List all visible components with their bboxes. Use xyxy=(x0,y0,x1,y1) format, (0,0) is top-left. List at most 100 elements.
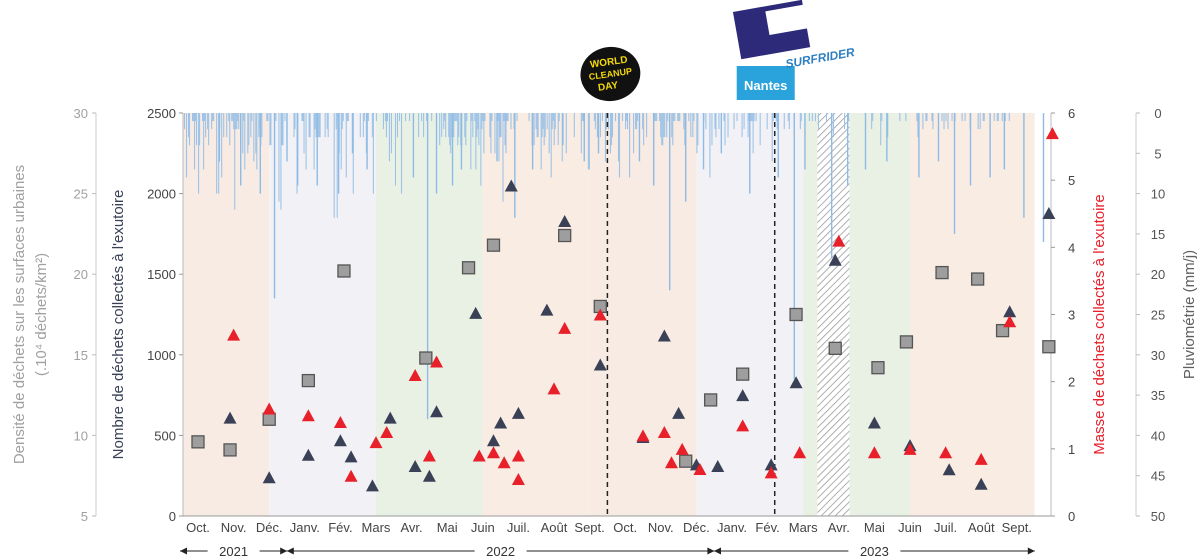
count-triangle xyxy=(365,479,379,492)
count-triangle xyxy=(593,358,607,371)
count-triangle xyxy=(383,411,397,424)
square-point xyxy=(301,373,316,388)
count-triangle xyxy=(333,434,347,447)
month-label: Déc. xyxy=(683,520,710,535)
y-left-outer-title: Densité de déchets sur les surfaces urba… xyxy=(11,165,28,464)
y-right-outer-tick-label: 20 xyxy=(1151,267,1165,282)
count-triangle xyxy=(711,460,725,473)
count-triangle xyxy=(672,406,686,419)
y-left-outer-tick-label: 25 xyxy=(74,187,88,202)
y-left-inner-title: Nombre de déchets collectés à l'exutoire xyxy=(110,190,127,460)
y-right-outer-tick-label: 50 xyxy=(1151,509,1165,524)
month-label: Mai xyxy=(437,520,458,535)
square-point xyxy=(995,323,1010,338)
month-label: Août xyxy=(541,520,568,535)
count-triangle xyxy=(430,405,444,418)
month-label: Juin xyxy=(898,520,922,535)
y-right-inner-tick-label: 4 xyxy=(1068,240,1075,255)
count-triangle xyxy=(486,434,500,447)
logo-card xyxy=(765,3,813,35)
mass-triangle xyxy=(333,415,347,428)
mass-triangle xyxy=(262,402,276,415)
logo-text: DAY xyxy=(597,80,619,94)
mass-triangle xyxy=(764,466,778,479)
count-triangle xyxy=(867,416,881,429)
month-label: Avr. xyxy=(401,520,423,535)
y-left-outer-tick-label: 20 xyxy=(74,267,88,282)
count-triangle xyxy=(1003,305,1017,318)
y-right-outer-tick-label: 35 xyxy=(1151,388,1165,403)
count-triangle xyxy=(1042,206,1056,219)
event-lines xyxy=(606,113,776,516)
mass-triangle xyxy=(380,426,394,439)
y-left-inner-tick-label: 1000 xyxy=(147,348,176,363)
count-triangle xyxy=(558,215,572,228)
count-triangle xyxy=(540,303,554,316)
count-triangle xyxy=(422,469,436,482)
mass-triangle xyxy=(657,426,671,439)
count-triangle xyxy=(828,253,842,266)
square-point xyxy=(703,393,718,407)
y-right-outer-tick-label: 25 xyxy=(1151,308,1165,323)
year-label: 2022 xyxy=(486,544,515,559)
mass-triangle xyxy=(422,449,436,462)
y-right-outer-tick-label: 0 xyxy=(1154,106,1161,121)
y-left-inner-tick-label: 2000 xyxy=(147,187,176,202)
year-label: 2021 xyxy=(219,544,248,559)
mass-triangle xyxy=(547,382,561,395)
month-label: Janv. xyxy=(717,520,747,535)
y-left-outer-tick-label: 5 xyxy=(81,509,88,524)
mass-triangle xyxy=(1045,127,1059,140)
square-point xyxy=(935,265,949,280)
year-arrow-head xyxy=(1027,547,1035,555)
y-right-outer-tick-label: 5 xyxy=(1154,146,1161,161)
square-point xyxy=(191,435,205,449)
year-arrow-head xyxy=(714,547,721,555)
square-point xyxy=(871,361,885,375)
mass-triangle xyxy=(497,456,511,469)
hatched-period xyxy=(817,113,850,516)
month-label: Août xyxy=(968,520,995,535)
square-point xyxy=(223,443,237,457)
square-point xyxy=(789,307,803,322)
year-arrow-head xyxy=(280,547,288,555)
count-triangle xyxy=(344,450,358,463)
square-point xyxy=(262,412,276,426)
mass-triangle xyxy=(974,452,988,465)
mass-triangle xyxy=(1003,315,1017,328)
count-triangle xyxy=(301,448,315,461)
square-point xyxy=(1042,340,1056,354)
y-right-inner-tick-label: 5 xyxy=(1068,173,1075,188)
count-triangle xyxy=(504,179,518,192)
y-left-inner-tick-label: 0 xyxy=(169,509,176,524)
season-band-2 xyxy=(376,113,483,516)
count-triangle xyxy=(262,471,276,484)
mass-triangle xyxy=(227,328,241,341)
square-point xyxy=(337,264,351,278)
square-point xyxy=(970,272,985,286)
y-left-inner-tick-label: 2500 xyxy=(147,106,176,121)
month-label: Mars xyxy=(789,520,818,535)
month-label: Fév. xyxy=(328,520,352,535)
month-label: Juin xyxy=(471,520,495,535)
mass-triangle xyxy=(486,446,500,459)
month-label: Juil. xyxy=(934,520,957,535)
season-band-1 xyxy=(269,113,376,516)
data-markers xyxy=(191,127,1059,492)
count-triangle xyxy=(942,463,956,476)
month-label: Janv. xyxy=(290,520,320,535)
count-triangle xyxy=(408,460,422,473)
season-band-7 xyxy=(910,113,1035,516)
y-right-inner-tick-label: 6 xyxy=(1068,106,1075,121)
y-left-outer-tick-label: 30 xyxy=(74,106,88,121)
mass-triangle xyxy=(664,456,678,469)
mass-triangle xyxy=(867,446,881,459)
month-label: Fév. xyxy=(755,520,779,535)
mass-triangle xyxy=(793,446,807,459)
mass-triangle xyxy=(593,308,607,321)
count-triangle xyxy=(223,411,237,424)
missing-data-zone xyxy=(817,113,850,516)
y-right-outer-tick-label: 15 xyxy=(1151,227,1165,242)
logo-disc xyxy=(580,46,641,102)
